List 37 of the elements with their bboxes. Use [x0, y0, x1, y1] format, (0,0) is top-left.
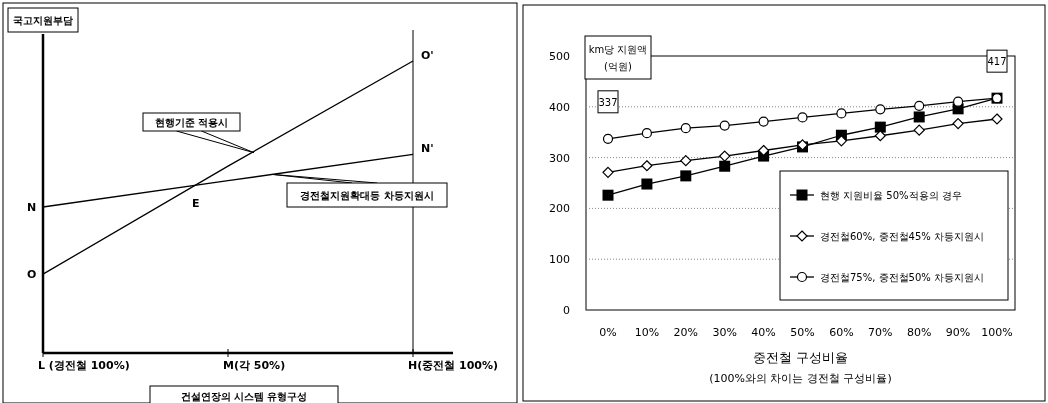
- x-tick-label: L (경전철 100%): [38, 359, 130, 372]
- x-tick-label: 10%: [634, 326, 660, 339]
- text: (100%와의 차이는 경전철 구성비율): [709, 372, 892, 385]
- y-axis-title: km당 지원액 (억원): [588, 44, 648, 72]
- x-tick-label: M(각 50%): [223, 359, 286, 372]
- data-label: 417: [987, 56, 1007, 68]
- y-tick-label: 300: [549, 151, 570, 165]
- x-tick-label: 0%: [599, 326, 617, 339]
- x-tick-label: 50%: [790, 326, 815, 339]
- y-tick-label: 400: [549, 100, 570, 114]
- legend-label: 현행 지원비율 50%적용의 경우: [820, 190, 962, 201]
- x-tick-label: 80%: [906, 326, 932, 339]
- x-axis-title: 중전철 구성비율: [752, 350, 849, 365]
- y-tick-label: 500: [549, 50, 570, 63]
- legend-label: 경전철60%, 중전철45% 차등지원시: [820, 231, 984, 242]
- x-tick-label: 20%: [673, 326, 699, 339]
- annotation: E: [191, 196, 200, 210]
- series-label: 경전철지원확대등 차등지원시: [300, 190, 434, 201]
- y-tick-label: 0: [563, 304, 570, 317]
- y-tick-label: 200: [549, 202, 570, 216]
- x-axis-title: 건설연장의 시스템 유형구성: [180, 391, 308, 402]
- annotation: N': [421, 142, 434, 156]
- x-tick-label: 90%: [945, 326, 971, 339]
- x-tick-label: 100%: [981, 326, 1013, 339]
- legend-label: 경전철75%, 중전철50% 차등지원시: [820, 272, 984, 283]
- callout-box: 현행기준 적용시: [142, 112, 255, 154]
- x-tick-label: 30%: [712, 326, 737, 339]
- annotation: O': [421, 49, 434, 62]
- x-tick-label: H(중전철 100%): [408, 359, 499, 372]
- x-tick-label: 60%: [829, 326, 854, 339]
- text: N: [27, 201, 37, 214]
- data-label: 337: [598, 96, 618, 108]
- x-tick-label: 40%: [751, 326, 776, 339]
- text: O: [27, 268, 37, 282]
- y-tick-label: 100: [549, 253, 570, 267]
- y-axis-title: 국고지원부담: [13, 15, 73, 26]
- x-tick-label: 70%: [868, 326, 893, 339]
